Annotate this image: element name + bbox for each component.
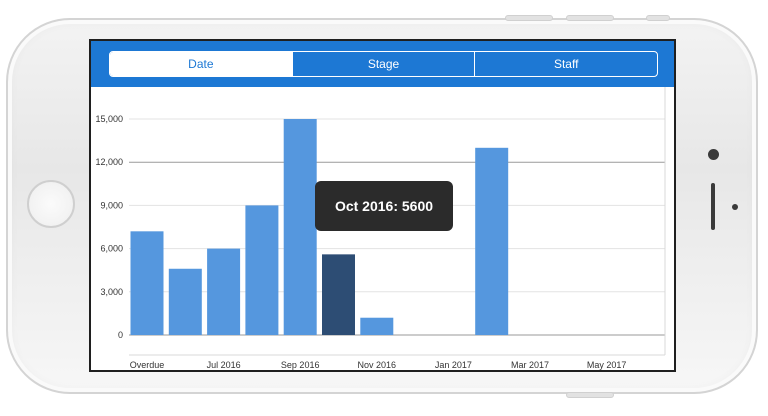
bar-chart: 0 3,000 6,000 9,000 12,000 15,000 Overdue Jul … [95, 87, 666, 370]
bar-oct-2016[interactable] [322, 254, 355, 335]
x-axis-ticks: Overdue Jul 2016 Sep 2016 Nov 2016 Jan 2017 M… [130, 360, 627, 370]
tab-date[interactable]: Date [110, 52, 292, 76]
screen: Date Stage Staff 0 3,000 6,000 9,000 12,000 1… [89, 39, 676, 372]
bar-sep-2016[interactable] [283, 119, 317, 335]
front-camera [708, 149, 719, 160]
bar-feb-2017[interactable] [475, 147, 509, 335]
tab-stage[interactable]: Stage [291, 52, 475, 76]
x-tick-label: Mar 2017 [511, 360, 549, 370]
y-tick-label: 15,000 [95, 114, 123, 124]
y-tick-label: 3,000 [100, 287, 123, 297]
bar-nov-2016[interactable] [360, 317, 394, 335]
home-button[interactable] [27, 180, 75, 228]
proximity-sensor [732, 204, 738, 210]
volume-down-button [566, 15, 614, 21]
bar-aug-2016[interactable] [245, 205, 279, 335]
segmented-control: Date Stage Staff [109, 51, 658, 77]
y-tick-label: 6,000 [100, 244, 123, 254]
power-button [566, 392, 614, 398]
bar-overdue[interactable] [130, 231, 164, 335]
value-tooltip: Oct 2016: 5600 [315, 181, 453, 231]
y-tick-label: 0 [118, 330, 123, 340]
x-tick-label: Sep 2016 [281, 360, 320, 370]
mute-switch [646, 15, 670, 21]
x-tick-label: May 2017 [587, 360, 627, 370]
x-tick-label: Jul 2016 [207, 360, 241, 370]
y-tick-label: 12,000 [95, 157, 123, 167]
earpiece-speaker [711, 183, 715, 230]
top-bar: Date Stage Staff [91, 41, 674, 87]
y-tick-label: 9,000 [100, 200, 123, 210]
bar-jul-2016[interactable] [207, 248, 241, 335]
x-tick-label: Overdue [130, 360, 165, 370]
tab-staff[interactable]: Staff [474, 52, 657, 76]
x-tick-label: Nov 2016 [358, 360, 397, 370]
x-tick-label: Jan 2017 [435, 360, 472, 370]
volume-up-button [505, 15, 553, 21]
bars [130, 119, 509, 335]
y-axis-ticks: 0 3,000 6,000 9,000 12,000 15,000 [95, 114, 123, 340]
bar-jun-2016[interactable] [168, 268, 202, 335]
